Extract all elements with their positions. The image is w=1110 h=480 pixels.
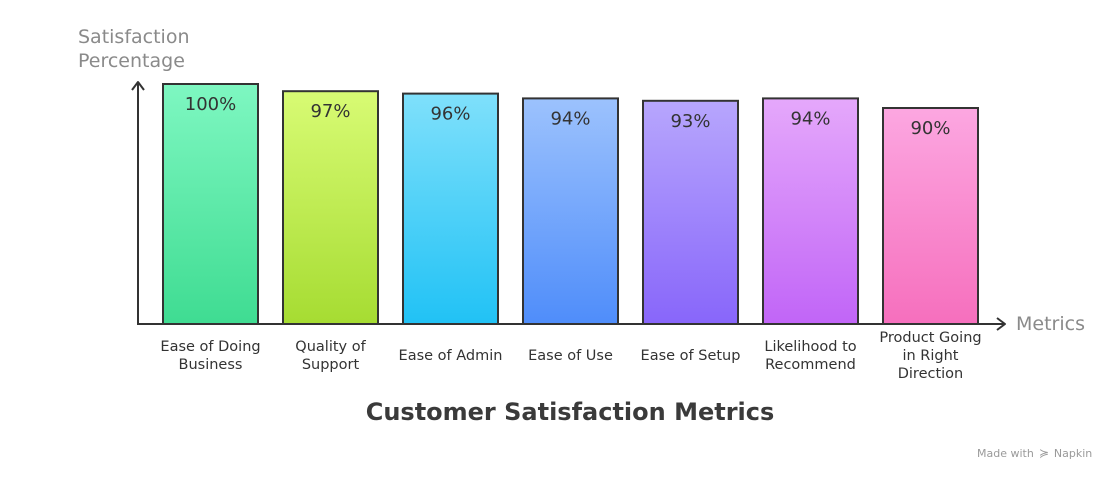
x-tick-label-line: Ease of Use: [528, 348, 613, 364]
x-tick-label-line: Ease of Setup: [641, 348, 741, 364]
labels-group: 100% Ease of Doing Business 97% Quality of Su…: [160, 94, 981, 382]
x-tick-label-line: Support: [302, 357, 360, 373]
y-axis-arrow-icon: [131, 81, 145, 91]
x-axis-label: Metrics: [1016, 313, 1085, 335]
bar-value-label: 97%: [310, 101, 350, 122]
chart-title: Customer Satisfaction Metrics: [365, 398, 775, 426]
x-tick-label-line: Ease of Doing: [160, 339, 260, 355]
x-tick-label: Product Going in Right Direction: [879, 330, 981, 382]
bars-group: [162, 83, 979, 326]
x-tick-label-line: in Right: [902, 348, 958, 364]
bar-value-label: 93%: [670, 111, 710, 132]
x-tick-label-line: Quality of: [295, 339, 366, 355]
x-tick-label-line: Ease of Admin: [399, 348, 503, 364]
x-axis-arrow-icon: [996, 317, 1006, 331]
bar: [762, 97, 859, 326]
bar-value-label: 96%: [430, 104, 470, 125]
x-tick-label: Likelihood to Recommend: [764, 339, 856, 373]
x-tick-label-line: Likelihood to: [764, 339, 856, 355]
bar-value-label: 90%: [910, 118, 950, 139]
bar-value-label: 100%: [185, 94, 236, 115]
x-tick-label: Ease of Use: [528, 348, 613, 364]
bar: [522, 97, 619, 326]
bar-value-label: 94%: [550, 108, 590, 129]
y-axis-label-line: Percentage: [78, 50, 185, 72]
bar: [402, 92, 499, 325]
footer-credit: Made with ≽ Napkin: [977, 446, 1092, 460]
y-axis-label: Satisfaction Percentage: [78, 25, 190, 73]
bar: [162, 83, 259, 325]
x-tick-label: Ease of Admin: [399, 348, 503, 364]
x-tick-label-line: Product Going: [879, 330, 981, 346]
x-tick-label-line: Direction: [898, 366, 964, 382]
x-tick-label-line: Business: [179, 357, 243, 373]
napkin-logo-icon: ≽: [1038, 446, 1049, 460]
brand-name: Napkin: [1053, 446, 1093, 460]
x-tick-label: Ease of Setup: [641, 348, 741, 364]
bar: [642, 99, 739, 325]
bar-value-label: 94%: [790, 108, 830, 129]
y-axis-label-line: Satisfaction: [78, 26, 190, 48]
axes-group: [131, 81, 1006, 331]
x-tick-label: Ease of Doing Business: [160, 339, 260, 373]
x-tick-label: Quality of Support: [295, 339, 366, 373]
bar: [282, 90, 379, 325]
made-with-text: Made with: [977, 446, 1034, 460]
x-tick-label-line: Recommend: [765, 357, 856, 373]
bar: [882, 107, 979, 325]
